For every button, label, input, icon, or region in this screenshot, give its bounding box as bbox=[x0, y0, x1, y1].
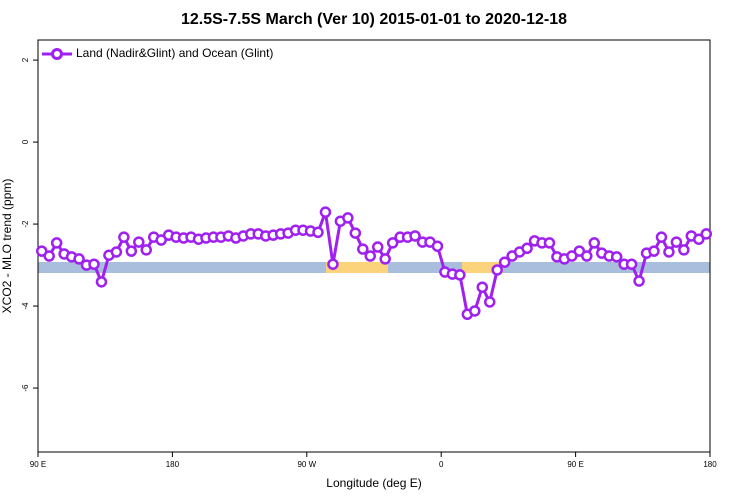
point bbox=[483, 296, 496, 308]
point bbox=[633, 275, 645, 287]
point bbox=[95, 276, 108, 288]
legend: Land (Nadir&Glint) and Ocean (Glint) bbox=[42, 46, 273, 60]
point bbox=[655, 231, 668, 243]
point bbox=[379, 253, 391, 265]
y-tick-label: 0 bbox=[21, 139, 30, 144]
point bbox=[43, 250, 55, 262]
point bbox=[431, 240, 444, 252]
y-axis-label: XCO2 - MLO trend (ppm) bbox=[0, 179, 14, 314]
point bbox=[88, 258, 100, 270]
point bbox=[50, 237, 63, 249]
chart-title: 12.5S-7.5S March (Ver 10) 2015-01-01 to … bbox=[181, 11, 567, 28]
point bbox=[498, 256, 511, 268]
y-tick-label: -6 bbox=[21, 384, 30, 392]
point bbox=[476, 281, 489, 293]
y-tick-label: -2 bbox=[21, 220, 30, 228]
point bbox=[386, 237, 399, 249]
plot-frame bbox=[37, 39, 711, 453]
y-tick-label: 2 bbox=[21, 57, 30, 62]
point bbox=[357, 243, 369, 255]
legend-label: Land (Nadir&Glint) and Ocean (Glint) bbox=[76, 46, 273, 60]
y-tick-label: -4 bbox=[21, 302, 30, 310]
legend-marker bbox=[51, 48, 63, 60]
map-strip bbox=[38, 262, 710, 273]
point bbox=[491, 264, 503, 276]
point bbox=[588, 237, 601, 249]
x-tick-label: 180 bbox=[703, 460, 717, 469]
point bbox=[125, 245, 138, 257]
point bbox=[521, 242, 533, 255]
point bbox=[342, 212, 354, 224]
x-tick-label: 90 E bbox=[30, 460, 46, 469]
land-band bbox=[326, 262, 388, 273]
point bbox=[670, 236, 683, 248]
point bbox=[349, 227, 362, 239]
point bbox=[700, 228, 713, 240]
point bbox=[312, 226, 324, 239]
x-tick-label: 0 bbox=[439, 460, 444, 469]
point bbox=[648, 245, 660, 257]
point bbox=[610, 251, 623, 263]
point bbox=[454, 269, 466, 281]
x-tick-label: 90 W bbox=[297, 460, 316, 469]
x-tick-label: 180 bbox=[166, 460, 180, 469]
point bbox=[693, 233, 705, 245]
point bbox=[118, 231, 130, 243]
point bbox=[110, 246, 123, 258]
point bbox=[625, 258, 638, 270]
point bbox=[364, 250, 377, 262]
point bbox=[543, 237, 556, 249]
land-band bbox=[462, 262, 503, 273]
point bbox=[469, 305, 481, 317]
point bbox=[371, 241, 384, 253]
point bbox=[319, 206, 332, 218]
point bbox=[581, 250, 593, 262]
point bbox=[73, 253, 85, 265]
point bbox=[327, 258, 339, 270]
point bbox=[409, 230, 421, 242]
point bbox=[140, 244, 153, 256]
point bbox=[133, 236, 145, 248]
point bbox=[678, 244, 690, 256]
point bbox=[663, 246, 675, 258]
x-tick-label: 90 E bbox=[567, 460, 583, 469]
x-axis-label: Longitude (deg E) bbox=[326, 476, 421, 490]
